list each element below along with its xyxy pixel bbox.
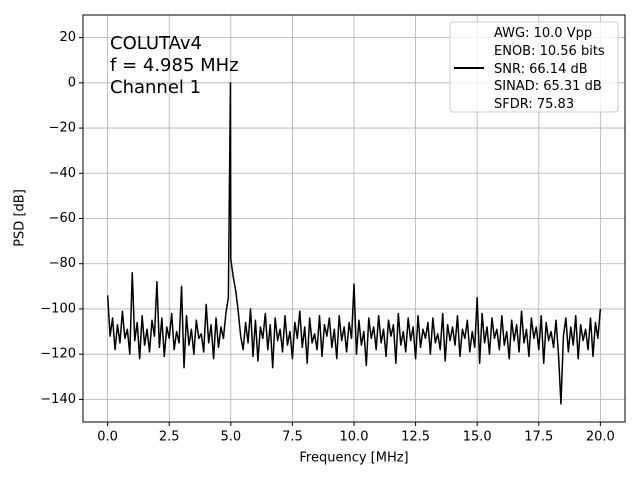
annotation: f = 4.985 MHz: [110, 55, 239, 76]
y-tick-label: 20: [59, 30, 76, 45]
x-tick-label: 5.0: [220, 430, 241, 445]
y-tick-label: 0: [68, 75, 76, 90]
x-axis-label: Frequency [MHz]: [299, 451, 408, 466]
y-tick-label: −140: [40, 392, 76, 407]
x-tick-label: 0.0: [97, 430, 118, 445]
grid: [83, 15, 625, 422]
y-tick-label: −80: [49, 256, 76, 271]
y-tick-label: −60: [49, 211, 76, 226]
y-tick-label: −100: [40, 301, 76, 316]
x-tick-label: 7.5: [282, 430, 303, 445]
y-tick-label: −20: [49, 121, 76, 136]
y-axis-label: PSD [dB]: [13, 189, 28, 247]
series-line: [106, 82, 602, 405]
x-tick-label: 15.0: [463, 430, 492, 445]
x-tick-label: 17.5: [524, 430, 553, 445]
y-tick-label: −40: [49, 166, 76, 181]
x-tick-label: 10.0: [340, 430, 369, 445]
annotation: COLUTAv4: [110, 33, 202, 54]
x-tick-label: 2.5: [159, 430, 180, 445]
x-tick-label: 20.0: [586, 430, 615, 445]
y-tick-label: −120: [40, 347, 76, 362]
legend-label: AWG: 10.0 Vpp ENOB: 10.56 bits SNR: 66.1…: [494, 26, 605, 113]
annotation: Channel 1: [110, 77, 201, 98]
x-tick-label: 12.5: [401, 430, 430, 445]
legend-box: [449, 21, 619, 113]
plot: [106, 82, 602, 405]
